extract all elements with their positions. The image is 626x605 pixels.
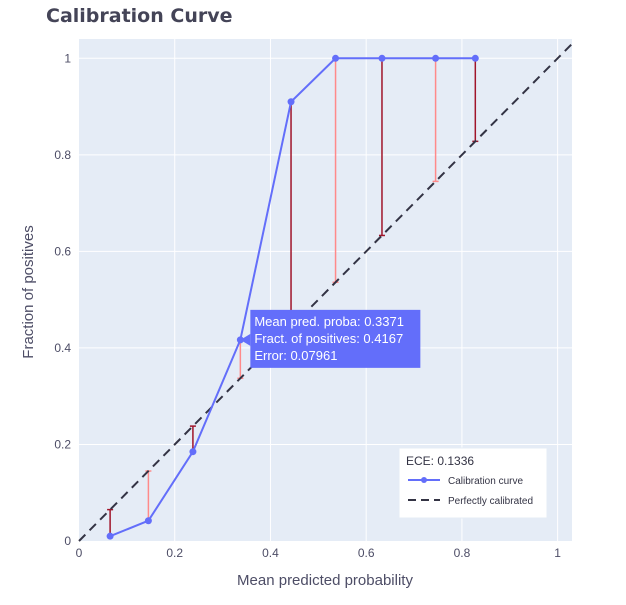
calibration-point[interactable] [471, 54, 479, 62]
y-axis-title: Fraction of positives [20, 225, 37, 358]
tooltip-box [250, 309, 421, 368]
x-tick-label: 0.4 [262, 546, 279, 560]
calibration-point[interactable] [106, 532, 114, 540]
calibration-point[interactable] [378, 54, 386, 62]
calibration-points[interactable] [106, 54, 479, 540]
y-tick-label: 0.2 [54, 437, 71, 451]
legend-calibration-label[interactable]: Calibration curve [448, 476, 523, 487]
grid-lines [79, 39, 572, 541]
y-axis-ticks: 0 0.2 0.4 0.6 0.8 1 [54, 51, 71, 548]
calibration-point[interactable] [189, 448, 197, 456]
y-tick-label: 0.6 [54, 244, 71, 258]
x-tick-label: 0.6 [358, 546, 375, 560]
x-tick-label: 0.8 [454, 546, 471, 560]
hover-tooltip: Mean pred. proba: 0.3371 Fract. of posit… [240, 309, 421, 368]
calibration-point[interactable] [432, 54, 440, 62]
tooltip-line-error: Error: 0.07961 [254, 348, 337, 363]
calibration-point[interactable] [144, 517, 152, 525]
calibration-point[interactable] [287, 98, 295, 106]
chart-title: Calibration Curve [46, 5, 232, 27]
y-tick-label: 0.8 [54, 148, 71, 162]
legend-title: ECE: 0.1336 [406, 454, 474, 468]
x-tick-label: 0 [76, 546, 83, 560]
legend: ECE: 0.1336 Calibration curve Perfectly … [398, 447, 548, 519]
perfectly-calibrated-line [78, 43, 573, 542]
calibration-point[interactable] [332, 54, 340, 62]
x-tick-label: 0.2 [166, 546, 183, 560]
tooltip-line-fraction: Fract. of positives: 0.4167 [254, 331, 403, 346]
x-axis-title: Mean predicted probability [237, 572, 413, 589]
legend-calibration-marker [421, 477, 427, 483]
tooltip-line-mean-pred: Mean pred. proba: 0.3371 [254, 314, 404, 329]
x-tick-label: 1 [554, 546, 561, 560]
y-tick-label: 1 [64, 51, 71, 65]
legend-perfect-label[interactable]: Perfectly calibrated [448, 496, 533, 507]
tooltip-pointer [240, 333, 251, 346]
y-tick-label: 0.4 [54, 341, 71, 355]
x-axis-ticks: 0 0.2 0.4 0.6 0.8 1 [76, 546, 562, 560]
legend-box [398, 447, 548, 519]
y-tick-label: 0 [64, 534, 71, 548]
